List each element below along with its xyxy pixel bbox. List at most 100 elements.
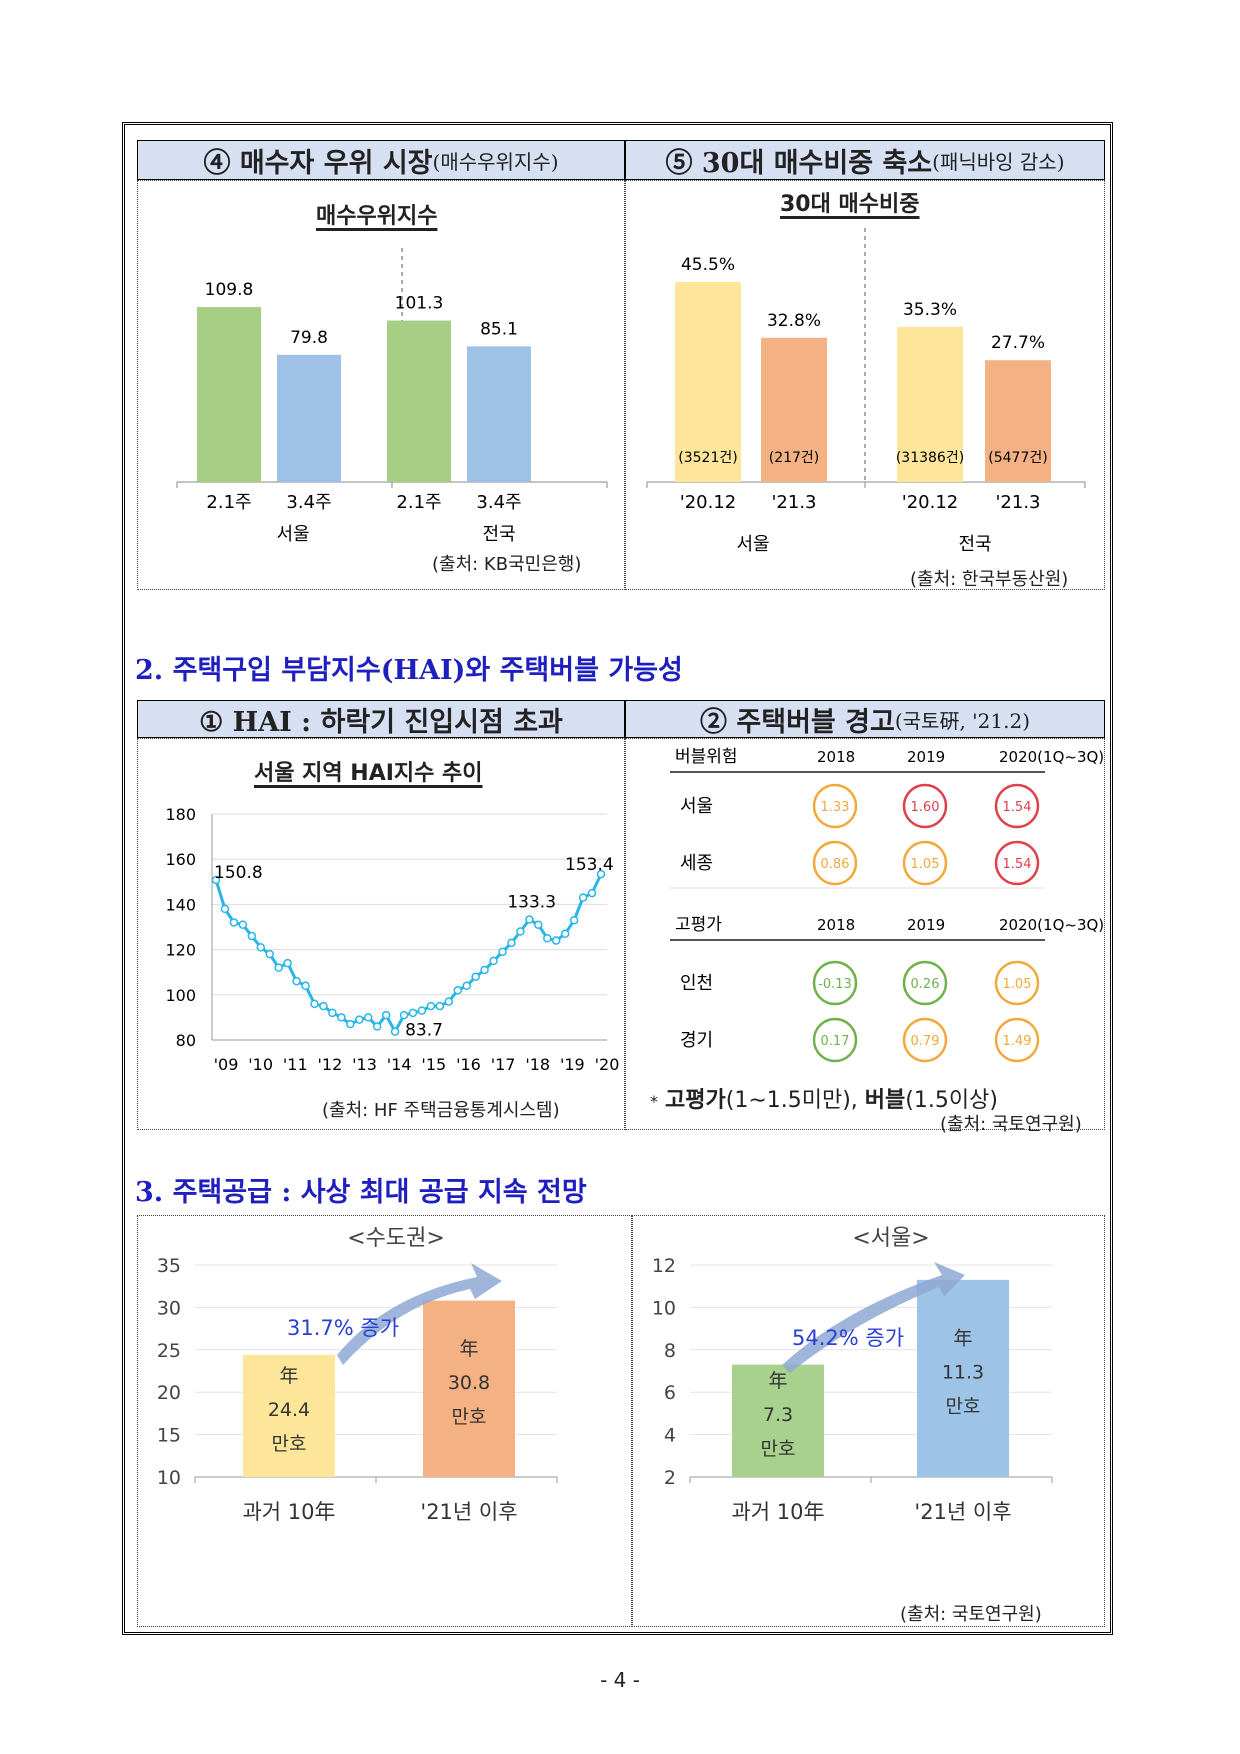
y-tick-label: 6 [664, 1382, 676, 1404]
x-tick-label: '15 [421, 1055, 446, 1074]
bubble-note: * 고평가(1∼1.5미만), 버블(1.5이상) [650, 1082, 998, 1114]
hai-header: ① HAI : 하락기 진입시점 초과 [137, 700, 625, 738]
section3-title: 3. 주택공급 : 사상 최대 공급 지속 전망 [135, 1177, 587, 1208]
bubble-circle [812, 783, 858, 829]
hai-point [274, 963, 283, 972]
bubble-value: 0.79 [911, 1034, 940, 1049]
bubble-value: 1.05 [1003, 977, 1032, 992]
hai-point [238, 920, 248, 929]
bubble-note-bubble-range: (1.5이상) [905, 1088, 998, 1113]
bar-0 [197, 307, 261, 482]
panel5-body [625, 180, 1105, 590]
bubble-circle [994, 840, 1040, 886]
bar-3 [467, 346, 531, 482]
hai-point [417, 1006, 427, 1015]
bar-category-label: '20.12 [902, 492, 958, 513]
hai-body [137, 738, 625, 1130]
y-tick-label: 4 [664, 1425, 676, 1447]
y-tick-label: 8 [664, 1340, 676, 1362]
bar-text: 만호 [452, 1406, 487, 1428]
chart-title: <수도권> [347, 1226, 445, 1251]
bubble-circle [812, 960, 858, 1006]
hai-point [498, 947, 507, 957]
bubble-note-overvalued: 고평가 [665, 1088, 726, 1113]
bubble-value: 1.60 [911, 800, 940, 815]
y-tick-label: 80 [176, 1031, 196, 1050]
bubble-risk-label: 버블위험 [675, 747, 738, 767]
region-label: 경기 [680, 1030, 713, 1051]
hai-point [587, 888, 597, 898]
region-label: 인천 [680, 973, 713, 994]
x-tick-label: '14 [387, 1055, 412, 1074]
supply-bar [732, 1364, 824, 1477]
bar-category-label: '20.12 [680, 492, 736, 513]
region-label: 서울 [680, 796, 713, 817]
bar-2 [387, 320, 451, 482]
x-tick-label: '10 [248, 1055, 273, 1074]
bubble-note-bubble: 버블 [864, 1088, 906, 1113]
hai-point [220, 904, 230, 914]
page-number: - 4 - [600, 1668, 640, 1692]
bar-text: 11.3 [942, 1361, 984, 1383]
bubble-value: 1.05 [911, 857, 940, 872]
panel5-header-sub: (패닉바잉 감소) [932, 149, 1065, 174]
y-tick-label: 160 [165, 850, 196, 869]
bubble-circle [994, 783, 1040, 829]
bar-text: 年 [279, 1365, 298, 1387]
bubble-value: 1.54 [1003, 857, 1032, 872]
x-category-label: 과거 10年 [242, 1500, 335, 1524]
growth-arrow [782, 1262, 965, 1373]
bar-count-label: (31386건) [896, 450, 964, 466]
bubble-circle [812, 1017, 858, 1063]
bar-value-label: 109.8 [205, 280, 254, 300]
group-label: 서울 [736, 534, 769, 555]
bubble-value: 0.86 [821, 857, 850, 872]
y-tick-label: 15 [157, 1425, 181, 1447]
bubble-value: 1.54 [1003, 800, 1032, 815]
y-tick-label: 100 [165, 986, 196, 1005]
bar-count-label: (217건) [769, 450, 820, 466]
bar-category-label: '21.3 [771, 492, 816, 513]
supply-bar [243, 1354, 335, 1477]
bubble-table: 버블위험 2018 2019 2020(1Q~3Q) 서울 1.33 1.60 1.54 세종 0… [670, 747, 1104, 1063]
x-tick-label: '20 [595, 1055, 620, 1074]
bubble-value: 1.33 [821, 800, 850, 815]
y-tick-label: 140 [165, 895, 196, 914]
hai-point [453, 986, 462, 995]
hai-point [569, 915, 579, 925]
hai-point [229, 918, 239, 927]
section2-title: 2. 주택구입 부담지수(HAI)와 주택버블 가능성 [135, 655, 683, 686]
bar-0 [675, 282, 741, 482]
hai-point [310, 999, 319, 1009]
bar-2 [897, 326, 963, 482]
y-tick-label: 20 [157, 1382, 181, 1404]
hai-point [435, 1001, 445, 1011]
bubble-header: ② 주택버블 경고 (국토硏, '21.2) [625, 700, 1105, 738]
group-label: 서울 [276, 524, 309, 545]
y-tick-label: 12 [652, 1255, 676, 1277]
bubble-circle [902, 783, 948, 829]
supply-bar [917, 1279, 1009, 1477]
bar-text: 年 [953, 1327, 972, 1349]
bar-text: 만호 [272, 1433, 307, 1455]
hai-point [337, 1013, 346, 1022]
x-tick-label: '16 [456, 1055, 481, 1074]
bar-category-label: 2.1주 [396, 492, 441, 513]
bar-text: 만호 [946, 1395, 981, 1417]
hai-chart-title: 서울 지역 HAI지수 추이 [254, 761, 483, 786]
hai-point [408, 1008, 418, 1018]
panel5-source: (출처: 한국부동산원) [910, 569, 1069, 590]
hai-point [534, 920, 543, 929]
bar-1 [761, 337, 827, 482]
year-header: 2020(1Q~3Q) [999, 748, 1104, 766]
bubble-note-star: * [650, 1092, 658, 1111]
region-label: 세종 [680, 853, 713, 874]
year-header: 2019 [907, 916, 945, 934]
x-tick-label: '11 [283, 1055, 308, 1074]
bar-text: 年 [768, 1370, 787, 1392]
bar-text: 年 [459, 1338, 478, 1360]
growth-label: 31.7% 증가 [287, 1316, 399, 1340]
chart-title: <서울> [852, 1226, 929, 1251]
hai-point [390, 1027, 400, 1036]
hai-header-text: ① HAI : 하락기 진입시점 초과 [199, 706, 563, 738]
